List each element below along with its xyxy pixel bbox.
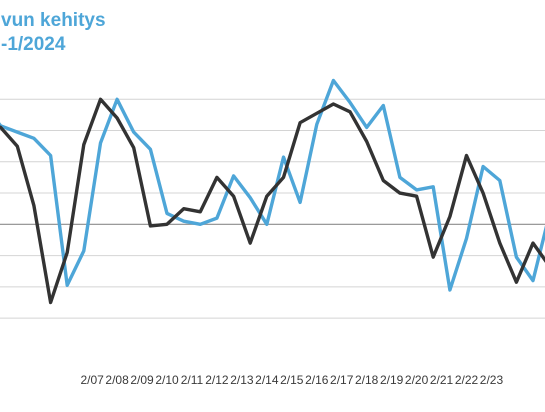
x-tick-label: 2/12 <box>205 373 229 387</box>
grid-lines <box>0 98 545 319</box>
x-tick-label: 2/20 <box>405 373 429 387</box>
x-tick-label: 2/07 <box>80 373 104 387</box>
x-axis-tick-labels: 2/07 2/08 2/09 2/10 2/11 2/12 2/13 2/14 2/15 2/16… <box>80 373 503 387</box>
x-tick-label: 2/15 <box>280 373 304 387</box>
chart-title-line-2: …-1/2024 <box>0 34 66 55</box>
series-line-1 <box>0 78 545 292</box>
series-line-2 <box>0 97 545 305</box>
chart-title: …vun kehitys …-1/2024 <box>0 9 106 57</box>
x-tick-label: 2/16 <box>305 373 329 387</box>
x-tick-label: 2/17 <box>330 373 354 387</box>
x-tick-label: 2/11 <box>181 373 204 387</box>
chart-title-line-1: …vun kehitys <box>0 10 106 31</box>
x-tick-label: 2/19 <box>380 373 404 387</box>
x-tick-label: 2/18 <box>355 373 379 387</box>
x-tick-label: 2/08 <box>105 373 129 387</box>
x-tick-label: 2/09 <box>130 373 154 387</box>
x-tick-label: 2/13 <box>230 373 254 387</box>
x-tick-label: 2/10 <box>155 373 179 387</box>
series-lines <box>0 78 545 305</box>
x-tick-label: 2/22 <box>455 373 479 387</box>
x-tick-label: 2/14 <box>255 373 279 387</box>
x-tick-label: 2/21 <box>430 373 454 387</box>
x-tick-label: 2/23 <box>480 373 504 387</box>
